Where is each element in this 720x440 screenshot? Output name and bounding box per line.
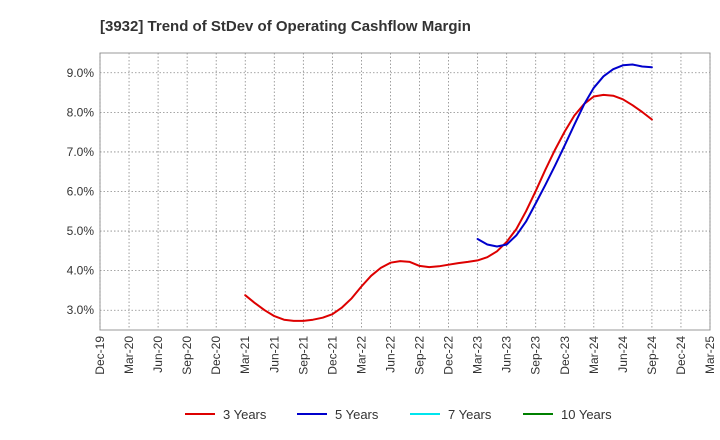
x-tick-label: Dec-23 <box>558 336 572 375</box>
x-tick-label: Jun-24 <box>616 336 630 373</box>
legend-label: 5 Years <box>335 407 379 422</box>
y-tick-label: 5.0% <box>67 224 95 238</box>
x-tick-label: Mar-22 <box>354 336 368 374</box>
y-tick-label: 3.0% <box>67 303 95 317</box>
legend-label: 7 Years <box>448 407 492 422</box>
x-tick-label: Sep-20 <box>180 336 194 375</box>
x-tick-label: Sep-23 <box>529 336 543 375</box>
y-tick-label: 9.0% <box>67 66 95 80</box>
x-tick-label: Dec-20 <box>209 336 223 375</box>
grid-layer <box>99 53 711 330</box>
x-tick-label: Jun-22 <box>383 336 397 373</box>
chart-title: [3932] Trend of StDev of Operating Cashf… <box>100 18 471 35</box>
x-tick-label: Dec-24 <box>674 336 688 375</box>
x-tick-label: Jun-20 <box>151 336 165 373</box>
legend-label: 10 Years <box>561 407 612 422</box>
x-axis: Dec-19 Mar-20 Jun-20 Sep-20 Dec-20 Mar-21 Jun-… <box>93 336 717 375</box>
y-axis: 3.0% 4.0% 5.0% 6.0% 7.0% 8.0% 9.0% <box>67 66 95 317</box>
x-tick-label: Sep-21 <box>296 336 310 375</box>
legend-label: 3 Years <box>223 407 267 422</box>
x-tick-label: Mar-21 <box>238 336 252 374</box>
y-tick-label: 8.0% <box>67 105 95 119</box>
x-tick-label: Dec-19 <box>93 336 107 375</box>
x-tick-label: Jun-21 <box>267 336 281 373</box>
x-tick-label: Mar-24 <box>587 336 601 374</box>
x-tick-label: Sep-24 <box>645 336 659 375</box>
legend: 3 Years 5 Years 7 Years 10 Years <box>185 407 612 422</box>
y-tick-label: 7.0% <box>67 145 95 159</box>
x-tick-label: Jun-23 <box>500 336 514 373</box>
x-tick-label: Mar-25 <box>703 336 717 374</box>
x-tick-label: Dec-22 <box>442 336 456 375</box>
series-layer <box>244 63 653 322</box>
x-tick-label: Mar-20 <box>122 336 136 374</box>
x-tick-label: Dec-21 <box>325 336 339 375</box>
y-tick-label: 6.0% <box>67 185 95 199</box>
x-tick-label: Sep-22 <box>413 336 427 375</box>
series-line <box>476 63 653 248</box>
x-tick-label: Mar-23 <box>471 336 485 374</box>
y-tick-label: 4.0% <box>67 264 95 278</box>
